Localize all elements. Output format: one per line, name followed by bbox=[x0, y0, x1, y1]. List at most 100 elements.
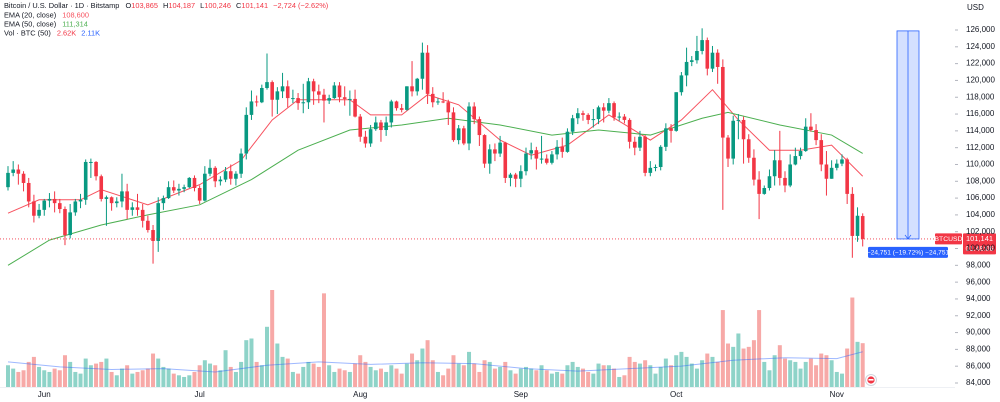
volume-bar bbox=[586, 371, 591, 387]
volume-bar bbox=[316, 366, 321, 387]
volume-bar bbox=[218, 370, 223, 387]
candle-body bbox=[803, 126, 808, 152]
volume-bar bbox=[62, 355, 67, 387]
candle-body bbox=[368, 129, 373, 144]
volume-bar bbox=[42, 370, 47, 387]
volume-bar bbox=[125, 365, 130, 387]
ohlc-prefix: C bbox=[236, 1, 242, 10]
candle-body bbox=[37, 209, 41, 216]
candle-body bbox=[99, 176, 104, 199]
candle-body bbox=[301, 102, 306, 104]
indicator-value: 111,314 bbox=[62, 19, 88, 28]
y-tick-label: 94,000 bbox=[966, 294, 991, 303]
candle-body bbox=[544, 158, 549, 163]
volume-bar bbox=[710, 356, 715, 387]
candle-body bbox=[674, 92, 679, 131]
measure-label-box bbox=[868, 246, 948, 258]
candle-body bbox=[726, 137, 730, 159]
volume-bar bbox=[808, 358, 813, 387]
candle-body bbox=[83, 161, 88, 200]
candle-body bbox=[389, 101, 394, 123]
volume-bar bbox=[658, 366, 663, 387]
ohlc-value: 101,141 bbox=[241, 1, 268, 10]
candle-body bbox=[265, 82, 269, 88]
volume-bar bbox=[472, 363, 477, 387]
candle-body bbox=[519, 171, 523, 179]
candle-body bbox=[332, 85, 337, 99]
y-tick-label: 84,000 bbox=[966, 378, 991, 387]
candle-body bbox=[508, 174, 513, 178]
volume-bar bbox=[669, 365, 674, 387]
candle-body bbox=[762, 188, 767, 194]
candle-body bbox=[280, 86, 285, 92]
currency-label: USD bbox=[967, 3, 984, 12]
candle-body bbox=[638, 136, 642, 148]
candle-body bbox=[860, 216, 865, 239]
volume-bar bbox=[104, 358, 109, 387]
volume-bar bbox=[176, 375, 181, 387]
candle-body bbox=[835, 163, 839, 168]
volume-bar bbox=[741, 348, 746, 387]
volume-bar bbox=[845, 348, 850, 387]
candle-body bbox=[736, 119, 741, 121]
volume-name: Vol · BTC (50) bbox=[4, 28, 51, 37]
candle-body bbox=[166, 187, 171, 199]
volume-bar bbox=[570, 361, 575, 387]
x-tick-label: Nov bbox=[830, 390, 844, 399]
candle-body bbox=[752, 157, 756, 180]
volume-bar bbox=[601, 365, 606, 387]
volume-bar bbox=[518, 368, 523, 387]
candle-body bbox=[120, 191, 124, 202]
volume-bar bbox=[446, 368, 451, 387]
candle-body bbox=[482, 135, 487, 164]
volume-bar bbox=[544, 370, 549, 387]
candle-body bbox=[746, 139, 751, 158]
y-tick-label: 126,000 bbox=[966, 25, 995, 34]
candle-body bbox=[244, 114, 249, 154]
volume-bar bbox=[591, 373, 596, 387]
candle-body bbox=[601, 107, 606, 111]
volume-bar bbox=[461, 365, 466, 387]
candle-body bbox=[689, 60, 694, 62]
candle-body bbox=[555, 146, 559, 155]
volume-bar bbox=[399, 373, 404, 387]
candle-body bbox=[239, 153, 243, 174]
indicator-value: 108,600 bbox=[62, 10, 89, 19]
candle-body bbox=[140, 209, 145, 221]
candle-body bbox=[607, 103, 611, 111]
volume-bar bbox=[415, 360, 420, 387]
candle-body bbox=[700, 40, 704, 52]
volume-bar bbox=[534, 370, 539, 387]
volume-bar bbox=[353, 363, 358, 387]
candle-body bbox=[182, 187, 186, 189]
volume-bar bbox=[239, 361, 244, 387]
candle-body bbox=[373, 122, 378, 130]
x-tick-label: Jul bbox=[195, 390, 205, 399]
candle-body bbox=[32, 201, 36, 216]
candle-body bbox=[586, 114, 590, 120]
ohlc-prefix: H bbox=[163, 1, 168, 10]
ohlc-value: 103,865 bbox=[131, 1, 158, 10]
measure-arrow-head bbox=[904, 234, 912, 240]
candle-body bbox=[254, 101, 259, 103]
candle-body bbox=[420, 52, 425, 79]
candle-body bbox=[679, 75, 684, 93]
volume-bar bbox=[275, 343, 280, 387]
y-tick-label: 96,000 bbox=[966, 277, 991, 286]
y-tick-label: 102,000 bbox=[966, 227, 995, 236]
volume-bar bbox=[829, 360, 834, 387]
candle-body bbox=[353, 98, 357, 117]
volume-bar bbox=[793, 361, 798, 387]
volume-bar bbox=[524, 366, 528, 387]
volume-bar bbox=[503, 361, 508, 387]
volume-bar bbox=[420, 348, 425, 387]
volume-bar bbox=[265, 326, 269, 387]
candle-body bbox=[89, 161, 93, 163]
volume-bar bbox=[378, 368, 383, 387]
volume-bar bbox=[347, 371, 352, 387]
candle-body bbox=[576, 113, 580, 119]
volume-bar bbox=[135, 371, 140, 387]
measure-label: −24,751 (−19.72%) −24,751 bbox=[867, 249, 950, 256]
candle-body bbox=[151, 230, 155, 241]
